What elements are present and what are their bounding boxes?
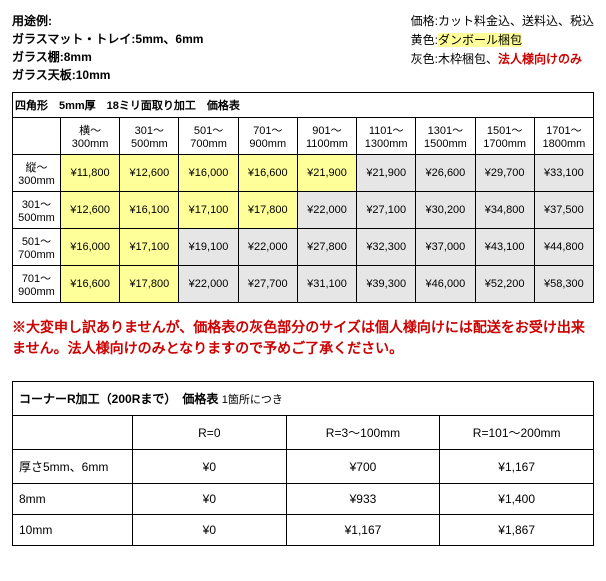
- corner-cell: ¥933: [286, 484, 440, 515]
- price-cell: ¥37,500: [534, 192, 593, 229]
- price-cell: ¥39,300: [357, 266, 416, 303]
- price-cell: ¥21,900: [357, 155, 416, 192]
- col-header: 1501～1700mm: [475, 118, 534, 155]
- price-cell: ¥16,000: [179, 155, 238, 192]
- price-cell: ¥17,100: [179, 192, 238, 229]
- table-row: 縦～300mm¥11,800¥12,600¥16,000¥16,600¥21,9…: [13, 155, 594, 192]
- row-header: 厚さ5mm、6mm: [13, 450, 133, 484]
- corner-cell: ¥0: [133, 515, 287, 546]
- row-header: 8mm: [13, 484, 133, 515]
- legend-yellow-text: ダンボール梱包: [438, 33, 522, 47]
- corner-table: コーナーR加工（200Rまで） 価格表 1箇所につき R=0 R=3～100mm…: [12, 381, 594, 546]
- table-row: 701～900mm¥16,600¥17,800¥22,000¥27,700¥31…: [13, 266, 594, 303]
- price-cell: ¥31,100: [297, 266, 356, 303]
- legend-gray-label: 灰色:木枠梱包、: [411, 52, 498, 66]
- usage-title: 用途例:: [12, 12, 203, 30]
- price-cell: ¥30,200: [416, 192, 475, 229]
- corner-col-header: R=101～200mm: [440, 416, 594, 450]
- price-cell: ¥22,000: [297, 192, 356, 229]
- legend-block: 価格:カット料金込、送料込、税込 黄色:ダンボール梱包 灰色:木枠梱包、法人様向…: [411, 12, 594, 84]
- corner-cell: ¥1,167: [440, 450, 594, 484]
- price-cell: ¥27,700: [238, 266, 297, 303]
- corner-table-title: コーナーR加工（200Rまで） 価格表 1箇所につき: [13, 382, 594, 416]
- usage-line: ガラス棚:8mm: [12, 48, 203, 66]
- price-cell: ¥16,600: [238, 155, 297, 192]
- corner-cell: ¥1,400: [440, 484, 594, 515]
- legend-gray: 灰色:木枠梱包、法人様向けのみ: [411, 50, 594, 69]
- corner-cell: ¥0: [133, 450, 287, 484]
- disclaimer-note: ※大変申し訳ありませんが、価格表の灰色部分のサイズは個人様向けには配送をお受け出…: [12, 317, 594, 359]
- price-table: 四角形 5mm厚 18ミリ面取り加工 価格表 横～300mm 301～500mm…: [12, 92, 594, 303]
- price-cell: ¥16,100: [120, 192, 179, 229]
- corner-title-text: コーナーR加工（200Rまで） 価格表: [19, 392, 218, 406]
- price-cell: ¥58,300: [534, 266, 593, 303]
- price-cell: ¥22,000: [179, 266, 238, 303]
- price-cell: ¥37,000: [416, 229, 475, 266]
- col-header: 横～300mm: [61, 118, 120, 155]
- corner-cell: ¥0: [133, 484, 287, 515]
- col-header: 501～700mm: [179, 118, 238, 155]
- corner-subtitle: 1箇所につき: [222, 394, 283, 406]
- col-header: 301～500mm: [120, 118, 179, 155]
- price-cell: ¥26,600: [416, 155, 475, 192]
- table-row: 301～500mm¥12,600¥16,100¥17,100¥17,800¥22…: [13, 192, 594, 229]
- price-cell: ¥52,200: [475, 266, 534, 303]
- price-cell: ¥27,800: [297, 229, 356, 266]
- price-cell: ¥17,100: [120, 229, 179, 266]
- col-header: 1301～1500mm: [416, 118, 475, 155]
- table-row: 10mm¥0¥1,167¥1,867: [13, 515, 594, 546]
- corner-cell: ¥1,867: [440, 515, 594, 546]
- corner-cell: ¥700: [286, 450, 440, 484]
- price-table-title: 四角形 5mm厚 18ミリ面取り加工 価格表: [13, 93, 594, 118]
- price-cell: ¥33,100: [534, 155, 593, 192]
- row-header: 10mm: [13, 515, 133, 546]
- price-cell: ¥22,000: [238, 229, 297, 266]
- price-cell: ¥19,100: [179, 229, 238, 266]
- header: 用途例: ガラスマット・トレイ:5mm、6mm ガラス棚:8mm ガラス天板:1…: [12, 12, 594, 84]
- legend-yellow: 黄色:ダンボール梱包: [411, 31, 594, 50]
- usage-line: ガラス天板:10mm: [12, 66, 203, 84]
- row-header: 301～500mm: [13, 192, 61, 229]
- price-cell: ¥27,100: [357, 192, 416, 229]
- legend-yellow-label: 黄色:: [411, 33, 438, 47]
- price-cell: ¥12,600: [120, 155, 179, 192]
- price-cell: ¥32,300: [357, 229, 416, 266]
- price-cell: ¥17,800: [120, 266, 179, 303]
- col-header: 1701～1800mm: [534, 118, 593, 155]
- col-header: 701～900mm: [238, 118, 297, 155]
- price-cell: ¥17,800: [238, 192, 297, 229]
- price-table-header-row: 横～300mm 301～500mm 501～700mm 701～900mm 90…: [13, 118, 594, 155]
- price-cell: ¥21,900: [297, 155, 356, 192]
- corner-header-row: R=0 R=3～100mm R=101～200mm: [13, 416, 594, 450]
- table-row: 501～700mm¥16,000¥17,100¥19,100¥22,000¥27…: [13, 229, 594, 266]
- price-cell: ¥46,000: [416, 266, 475, 303]
- legend-gray-corp: 法人様向けのみ: [498, 52, 582, 66]
- price-cell: ¥43,100: [475, 229, 534, 266]
- row-header: 縦～300mm: [13, 155, 61, 192]
- col-header: 901～1100mm: [297, 118, 356, 155]
- price-cell: ¥16,000: [61, 229, 120, 266]
- table-row: 8mm¥0¥933¥1,400: [13, 484, 594, 515]
- table-row: 厚さ5mm、6mm¥0¥700¥1,167: [13, 450, 594, 484]
- row-header: 501～700mm: [13, 229, 61, 266]
- price-cell: ¥12,600: [61, 192, 120, 229]
- corner-cell: ¥1,167: [286, 515, 440, 546]
- row-header: 701～900mm: [13, 266, 61, 303]
- price-cell: ¥44,800: [534, 229, 593, 266]
- price-cell: ¥29,700: [475, 155, 534, 192]
- col-header: 1101～1300mm: [357, 118, 416, 155]
- price-cell: ¥16,600: [61, 266, 120, 303]
- price-cell: ¥34,800: [475, 192, 534, 229]
- price-note: 価格:カット料金込、送料込、税込: [411, 12, 594, 31]
- usage-block: 用途例: ガラスマット・トレイ:5mm、6mm ガラス棚:8mm ガラス天板:1…: [12, 12, 203, 84]
- corner-col-header: R=0: [133, 416, 287, 450]
- price-cell: ¥11,800: [61, 155, 120, 192]
- usage-line: ガラスマット・トレイ:5mm、6mm: [12, 30, 203, 48]
- corner-col-header: R=3～100mm: [286, 416, 440, 450]
